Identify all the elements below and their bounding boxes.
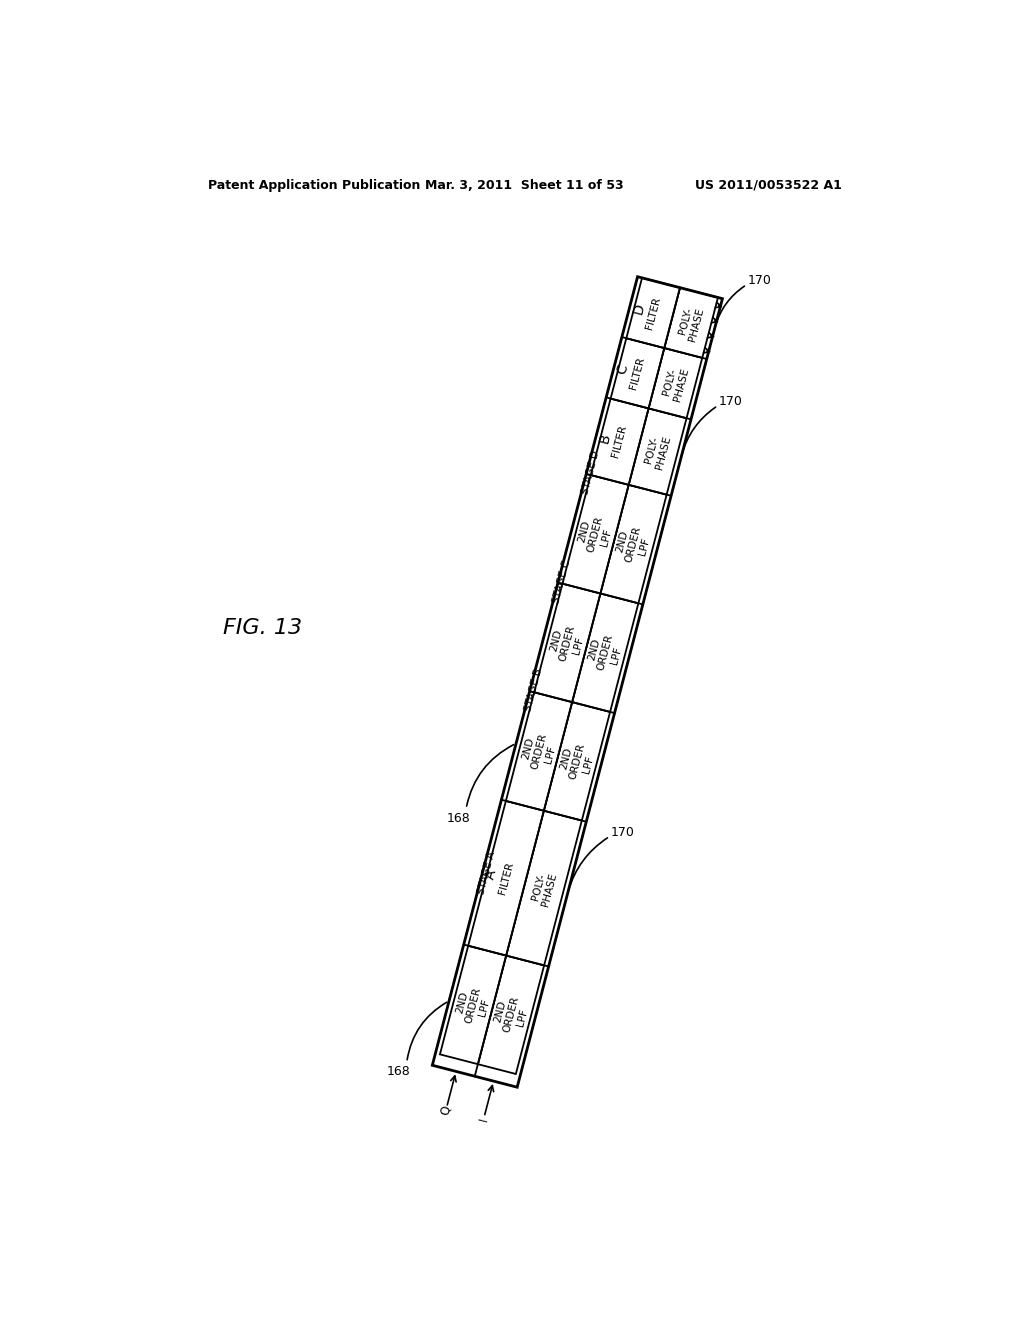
Text: Q: Q bbox=[438, 1104, 454, 1117]
Text: 170: 170 bbox=[719, 395, 743, 408]
Polygon shape bbox=[562, 475, 629, 594]
Polygon shape bbox=[506, 692, 572, 810]
Text: FILTER: FILTER bbox=[610, 425, 629, 459]
Text: 2ND
ORDER
LPF: 2ND ORDER LPF bbox=[556, 739, 598, 783]
Polygon shape bbox=[627, 279, 680, 348]
Text: B: B bbox=[597, 432, 613, 445]
Polygon shape bbox=[591, 399, 648, 484]
Text: FILTER: FILTER bbox=[629, 356, 646, 391]
Polygon shape bbox=[506, 810, 582, 965]
Polygon shape bbox=[648, 348, 702, 418]
Polygon shape bbox=[468, 801, 544, 956]
Text: I: I bbox=[477, 1117, 490, 1123]
Polygon shape bbox=[665, 288, 718, 358]
Polygon shape bbox=[600, 484, 667, 603]
Text: 2ND
ORDER
LPF: 2ND ORDER LPF bbox=[585, 631, 626, 675]
Text: 170: 170 bbox=[748, 275, 771, 288]
Text: POLY-
PHASE: POLY- PHASE bbox=[677, 304, 706, 342]
Text: US 2011/0053522 A1: US 2011/0053522 A1 bbox=[695, 178, 842, 191]
Text: D: D bbox=[631, 302, 647, 317]
Text: C: C bbox=[615, 363, 631, 376]
Polygon shape bbox=[572, 594, 638, 711]
Text: 168: 168 bbox=[387, 1065, 411, 1078]
Text: 2ND
ORDER
LPF: 2ND ORDER LPF bbox=[612, 521, 654, 566]
Text: 168: 168 bbox=[446, 812, 470, 825]
Text: POLY-
PHASE: POLY- PHASE bbox=[660, 364, 690, 403]
Text: POLY-
PHASE: POLY- PHASE bbox=[643, 432, 673, 471]
Text: STAGE A: STAGE A bbox=[476, 850, 497, 896]
Polygon shape bbox=[544, 702, 610, 821]
Text: STAGE D: STAGE D bbox=[580, 450, 601, 496]
Text: Patent Application Publication: Patent Application Publication bbox=[208, 178, 420, 191]
Text: STAGE B: STAGE B bbox=[523, 668, 544, 713]
Polygon shape bbox=[535, 583, 600, 702]
Text: 2ND
ORDER
LPF: 2ND ORDER LPF bbox=[453, 983, 494, 1027]
Text: 2ND
ORDER
LPF: 2ND ORDER LPF bbox=[518, 730, 560, 774]
Text: POLY-
PHASE: POLY- PHASE bbox=[529, 869, 559, 907]
Polygon shape bbox=[629, 408, 686, 495]
Text: FILTER: FILTER bbox=[497, 861, 515, 895]
Polygon shape bbox=[478, 956, 544, 1074]
Text: 2ND
ORDER
LPF: 2ND ORDER LPF bbox=[490, 993, 531, 1036]
Text: 170: 170 bbox=[611, 826, 635, 840]
Text: FILTER: FILTER bbox=[644, 296, 663, 330]
Polygon shape bbox=[610, 338, 665, 408]
Text: FIG. 13: FIG. 13 bbox=[223, 618, 302, 638]
Text: A: A bbox=[483, 869, 500, 880]
Text: 2ND
ORDER
LPF: 2ND ORDER LPF bbox=[574, 512, 616, 556]
Text: STAGE C: STAGE C bbox=[552, 558, 572, 605]
Text: 2ND
ORDER
LPF: 2ND ORDER LPF bbox=[547, 620, 588, 665]
Text: Mar. 3, 2011  Sheet 11 of 53: Mar. 3, 2011 Sheet 11 of 53 bbox=[426, 178, 624, 191]
Polygon shape bbox=[440, 945, 506, 1064]
